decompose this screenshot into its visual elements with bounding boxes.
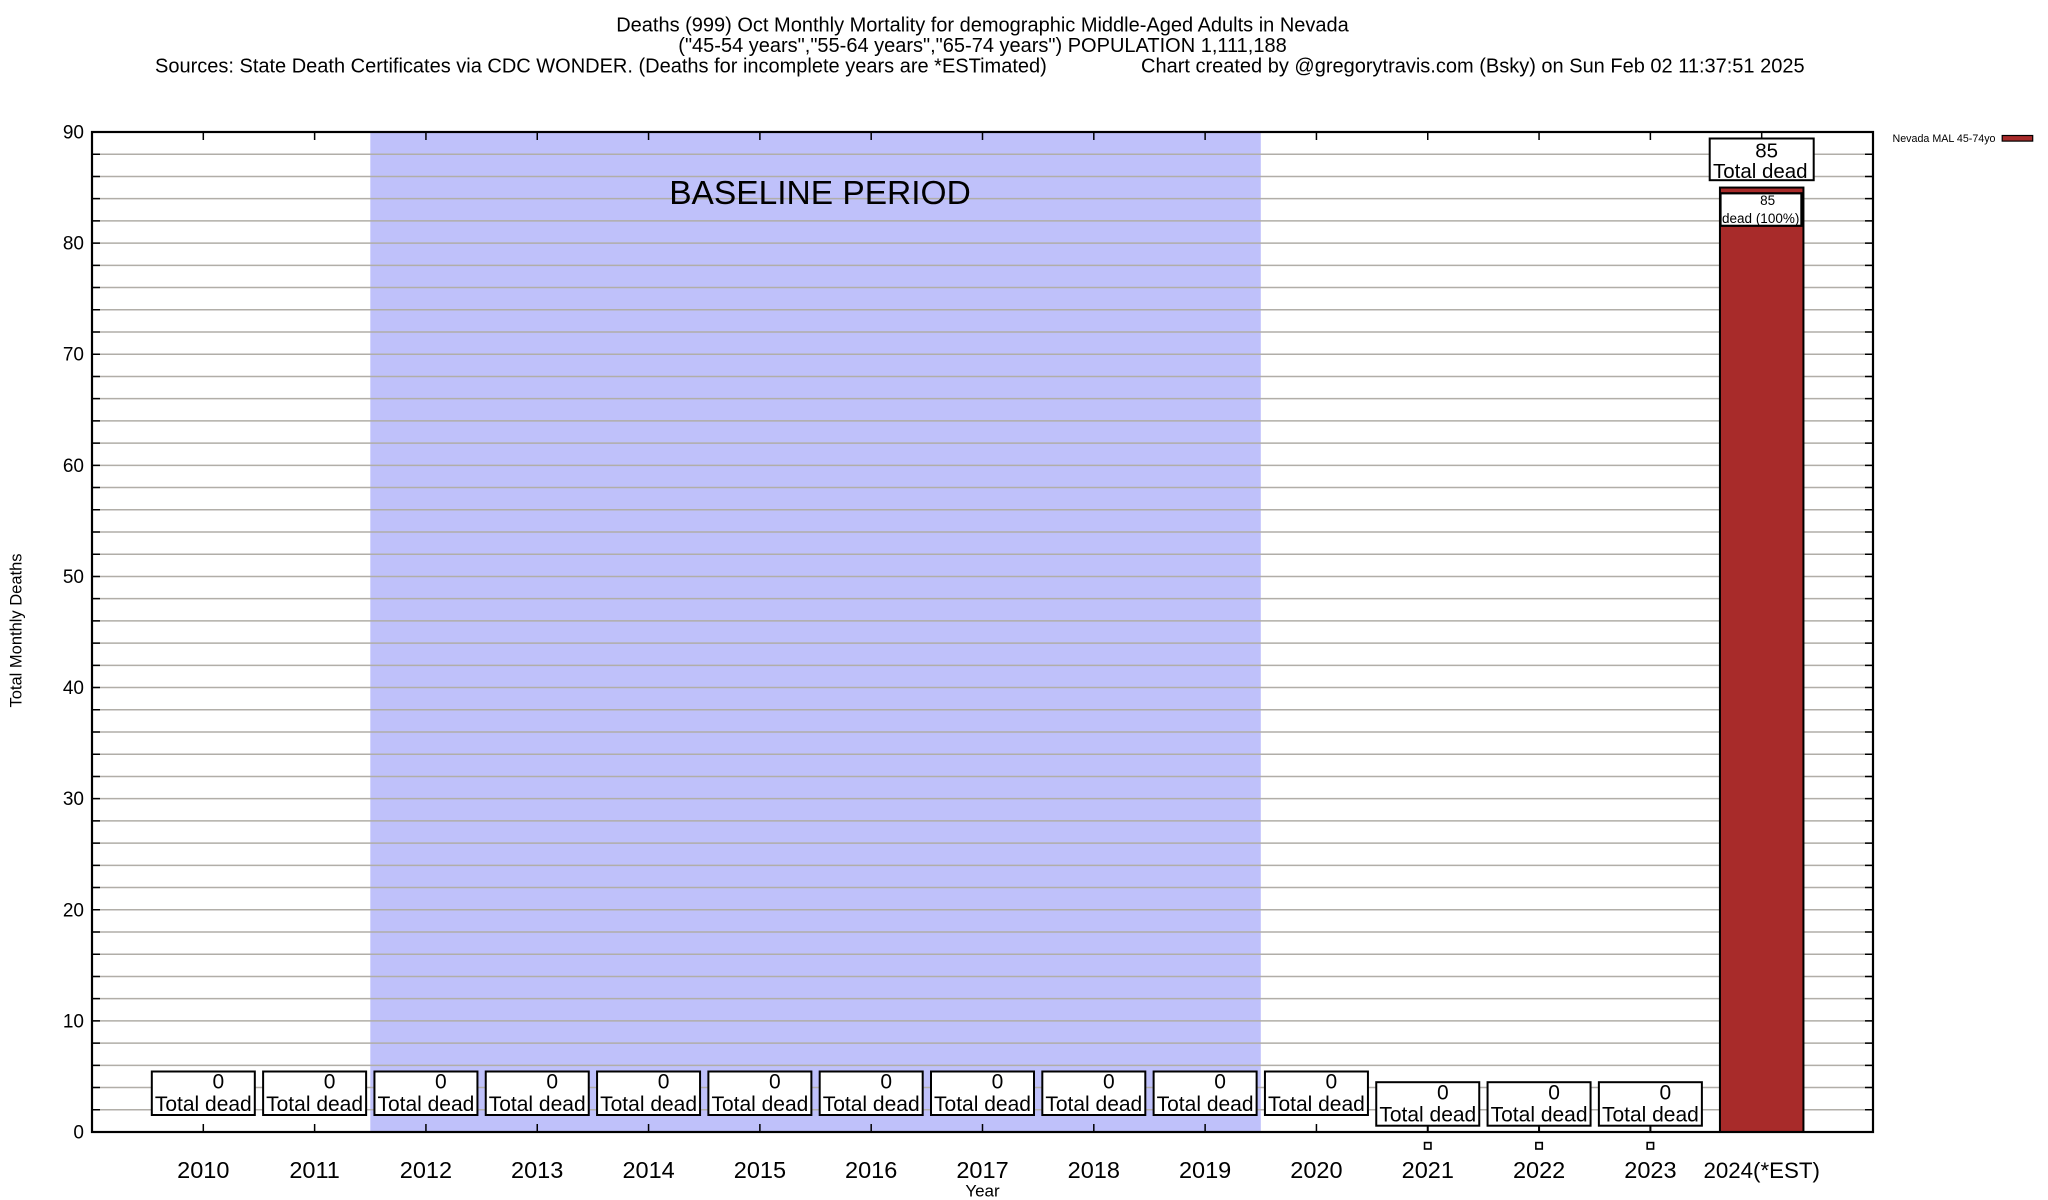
svg-text:Sources: State Death Certifica: Sources: State Death Certificates via CD… — [155, 55, 1047, 77]
svg-text:Total dead: Total dead — [155, 1093, 252, 1116]
svg-text:Total dead: Total dead — [1268, 1093, 1365, 1116]
svg-text:Total dead: Total dead — [823, 1093, 920, 1116]
svg-text:2021: 2021 — [1402, 1157, 1454, 1183]
svg-text:Total dead: Total dead — [1045, 1093, 1142, 1116]
svg-text:0: 0 — [992, 1071, 1004, 1094]
svg-text:0: 0 — [769, 1071, 781, 1094]
svg-text:0: 0 — [1548, 1081, 1560, 1104]
svg-text:Total dead: Total dead — [600, 1093, 697, 1116]
svg-text:0: 0 — [880, 1071, 892, 1094]
svg-text:Total dead: Total dead — [1157, 1093, 1254, 1116]
svg-text:2012: 2012 — [400, 1157, 452, 1183]
svg-text:2010: 2010 — [177, 1157, 229, 1183]
svg-text:0: 0 — [546, 1071, 558, 1094]
svg-text:60: 60 — [63, 456, 84, 477]
svg-text:50: 50 — [63, 567, 84, 588]
svg-text:2020: 2020 — [1290, 1157, 1342, 1183]
svg-text:0: 0 — [73, 1123, 84, 1144]
svg-text:Total dead: Total dead — [377, 1093, 474, 1116]
svg-text:10: 10 — [63, 1011, 84, 1032]
svg-text:Total dead: Total dead — [934, 1093, 1031, 1116]
svg-text:Total dead: Total dead — [1379, 1104, 1476, 1127]
svg-text:2011: 2011 — [289, 1157, 340, 1183]
svg-text:40: 40 — [63, 678, 84, 699]
svg-text:2013: 2013 — [511, 1157, 563, 1183]
svg-text:85: 85 — [1755, 140, 1778, 163]
svg-text:Total dead: Total dead — [711, 1093, 808, 1116]
svg-text:2016: 2016 — [845, 1157, 897, 1183]
svg-text:Total dead: Total dead — [266, 1093, 363, 1116]
svg-text:0: 0 — [658, 1071, 670, 1094]
svg-text:Deaths (999) Oct Monthly Morta: Deaths (999) Oct Monthly Mortality for d… — [616, 15, 1349, 37]
svg-text:85: 85 — [1760, 193, 1775, 208]
svg-text:Nevada MAL 45-74yo: Nevada MAL 45-74yo — [1893, 133, 1996, 145]
svg-text:("45-54 years","55-64 years",": ("45-54 years","55-64 years","65-74 year… — [678, 35, 1286, 57]
svg-text:2017: 2017 — [956, 1157, 1008, 1183]
svg-text:2023: 2023 — [1624, 1157, 1676, 1183]
svg-text:Total dead: Total dead — [1602, 1104, 1699, 1127]
svg-text:Total dead: Total dead — [1491, 1104, 1588, 1127]
svg-text:0: 0 — [1214, 1071, 1226, 1094]
svg-text:90: 90 — [63, 123, 84, 144]
svg-text:0: 0 — [324, 1071, 336, 1094]
svg-text:0: 0 — [1326, 1071, 1338, 1094]
svg-text:BASELINE PERIOD: BASELINE PERIOD — [669, 175, 971, 212]
svg-text:0: 0 — [1437, 1081, 1449, 1104]
svg-text:70: 70 — [63, 345, 84, 366]
svg-text:Total dead: Total dead — [489, 1093, 586, 1116]
svg-text:0: 0 — [1103, 1071, 1115, 1094]
svg-text:2015: 2015 — [734, 1157, 786, 1183]
svg-text:2019: 2019 — [1179, 1157, 1231, 1183]
svg-text:0: 0 — [435, 1071, 447, 1094]
svg-text:Total dead: Total dead — [1713, 160, 1808, 183]
svg-text:30: 30 — [63, 789, 84, 810]
svg-text:80: 80 — [63, 234, 84, 255]
svg-text:2022: 2022 — [1513, 1157, 1565, 1183]
svg-text:Chart created by @gregorytravi: Chart created by @gregorytravis.com (Bsk… — [1141, 55, 1805, 77]
svg-text:0: 0 — [212, 1071, 224, 1094]
svg-text:2018: 2018 — [1068, 1157, 1120, 1183]
svg-text:2024(*EST): 2024(*EST) — [1703, 1158, 1820, 1183]
svg-text:20: 20 — [63, 900, 84, 921]
svg-text:Year: Year — [965, 1182, 1000, 1200]
svg-text:Total Monthly Deaths: Total Monthly Deaths — [8, 553, 26, 707]
svg-text:2014: 2014 — [622, 1157, 674, 1183]
svg-text:0: 0 — [1660, 1081, 1672, 1104]
svg-text:dead (100%): dead (100%) — [1722, 211, 1799, 226]
